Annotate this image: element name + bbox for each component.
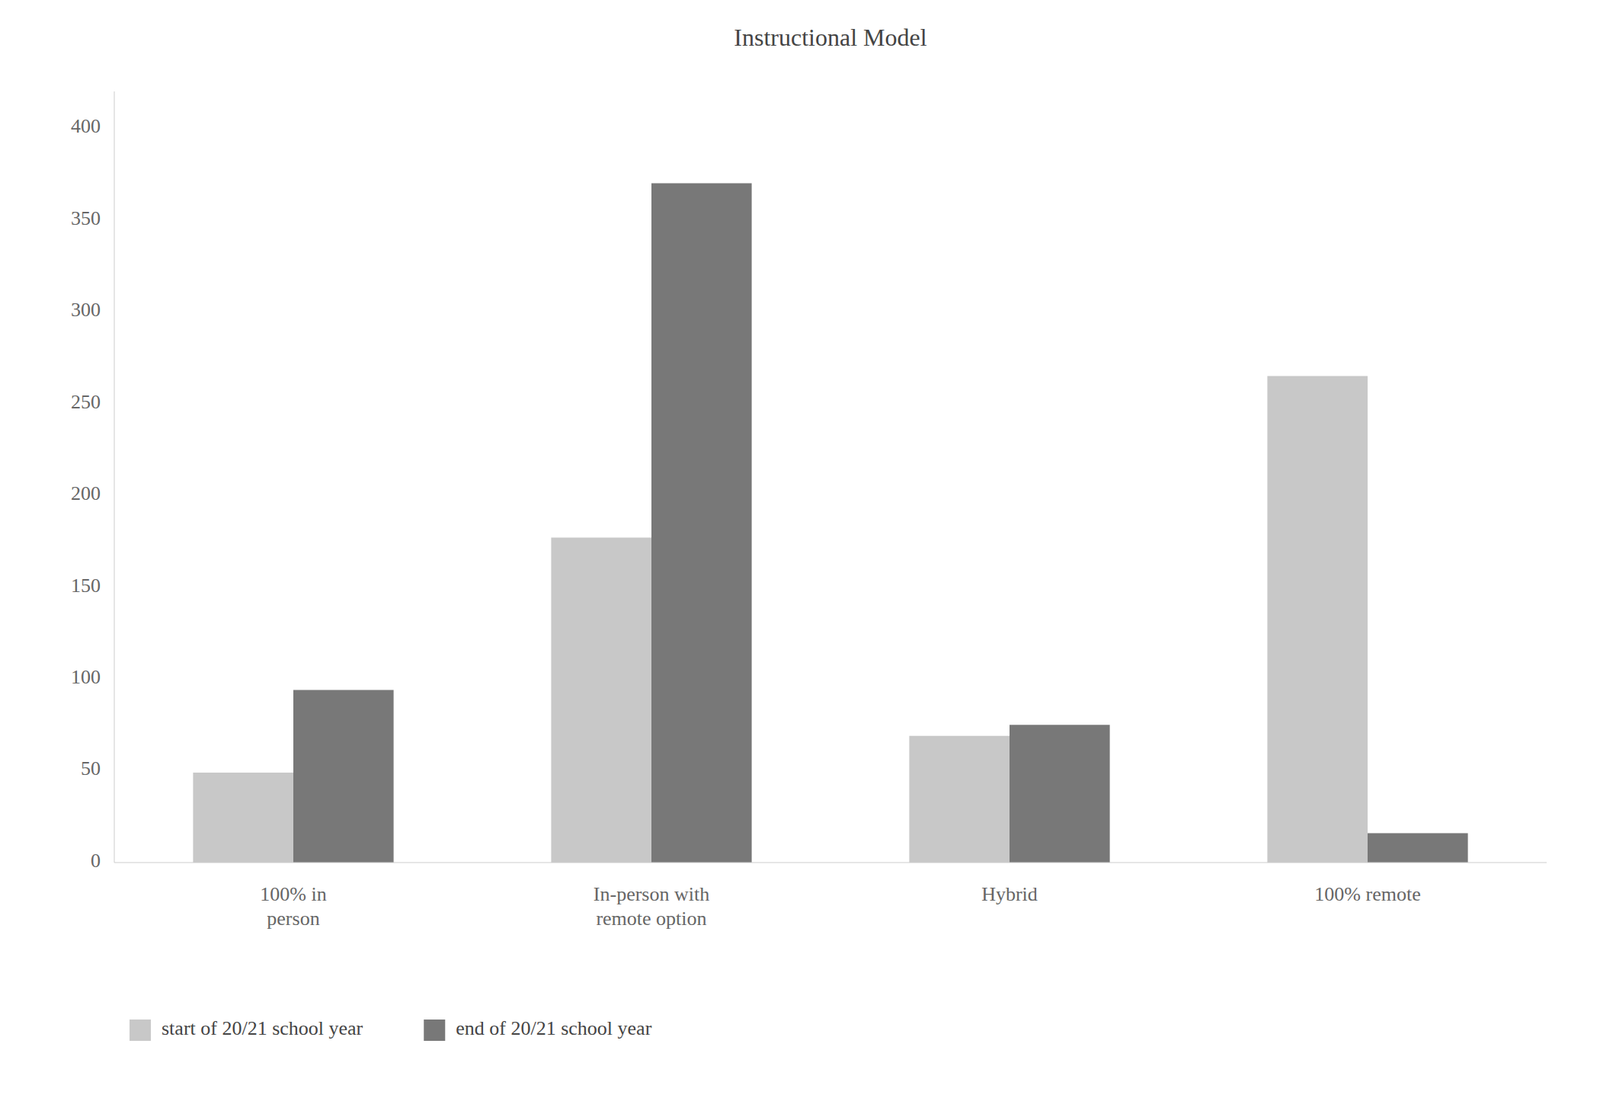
legend-swatch	[423, 1019, 445, 1041]
bars	[192, 182, 1468, 863]
title: Instructional Model	[733, 23, 927, 52]
bar	[908, 736, 1010, 863]
x-tick-label-line: 100% remote	[1314, 883, 1421, 906]
y-axis-line	[114, 91, 116, 863]
x-axis-line	[114, 862, 1547, 864]
y-tick-label: 0	[90, 849, 101, 872]
legend-label: end of 20/21 school year	[455, 1017, 652, 1040]
y-tick-label: 250	[70, 390, 101, 413]
chart-container: Instructional Model 0 50 100 150 200 250 300 350…	[0, 0, 1600, 1114]
legend-label: start of 20/21 school year	[161, 1017, 364, 1040]
bar	[192, 772, 294, 863]
x-tick-label-line: In-person with	[593, 883, 710, 906]
bar	[550, 537, 652, 863]
bar	[1367, 832, 1469, 863]
x-tick-label: 100% remote	[1314, 883, 1421, 906]
x-tick-label-line: remote option	[595, 907, 707, 930]
x-tick-label-line: 100% in	[259, 883, 327, 906]
bar	[1009, 724, 1111, 863]
background	[0, 0, 1600, 1114]
legend: start of 20/21 school year end of 20/21 s…	[129, 1017, 653, 1041]
legend-swatch	[129, 1019, 151, 1041]
x-tick-label: Hybrid	[981, 883, 1038, 906]
chart: Instructional Model 0 50 100 150 200 250 300 350…	[0, 0, 1600, 1114]
bar	[651, 182, 752, 863]
y-tick-label: 50	[80, 757, 101, 780]
x-tick-label-line: person	[266, 907, 320, 930]
y-tick-label: 350	[70, 207, 101, 230]
x-tick-label: 100% inperson	[259, 883, 327, 930]
y-tick-label: 300	[70, 298, 101, 321]
bar	[1267, 375, 1368, 863]
x-tick-label: In-person withremote option	[593, 883, 710, 930]
y-tick-label: 150	[70, 574, 101, 597]
y-tick-label: 100	[70, 665, 101, 688]
bar	[293, 690, 394, 863]
y-tick-label: 400	[70, 115, 101, 138]
x-tick-label-line: Hybrid	[981, 883, 1038, 906]
y-tick-label: 200	[70, 482, 101, 505]
